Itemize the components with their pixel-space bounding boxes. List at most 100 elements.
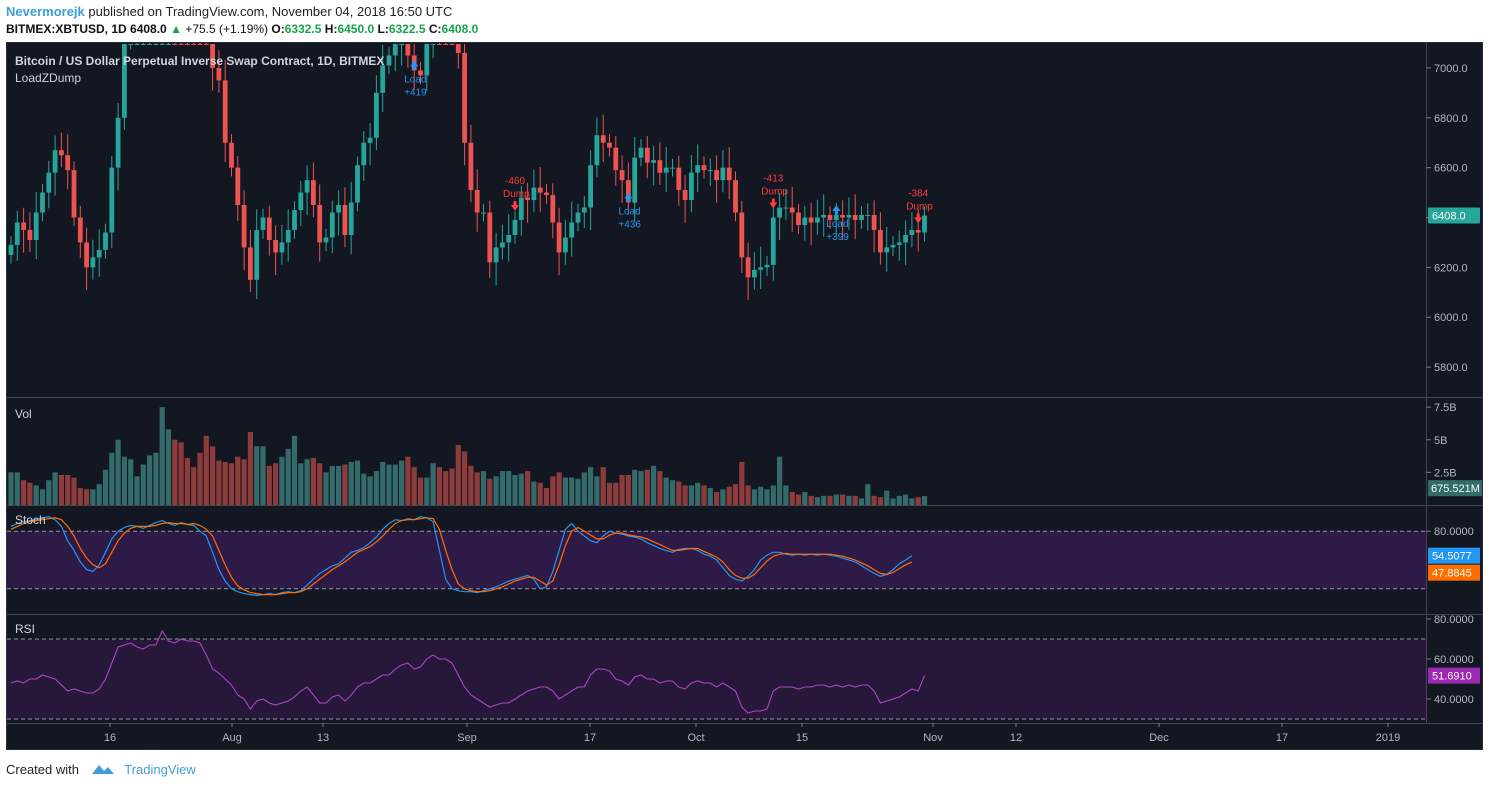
candle-body [884,247,890,253]
volume-bar [669,480,676,505]
volume-bar [392,464,398,505]
candle-body [833,215,839,220]
candle-body [657,160,663,173]
volume-bar [102,469,109,505]
load-signal-label: Load [826,219,848,230]
candle-body [707,170,713,172]
volume-bar [329,465,335,505]
candle-body [342,205,348,235]
rsi-last-badge [1428,667,1480,684]
candle-body [14,222,20,245]
candle-body [323,237,329,243]
candle-body [770,217,776,265]
candle-body [859,215,864,220]
last-price-badge [1428,207,1480,224]
volume-bar [858,498,865,505]
dump-signal-label: Dump [761,187,788,198]
volume-bar [714,491,720,505]
candle-body [134,44,140,45]
volume-bar [625,474,631,505]
candle-body [600,135,606,143]
chart-container[interactable]: 7000.06800.06600.06400.06200.06000.05800… [6,0,1484,750]
volume-bar [247,431,253,505]
time-tick-label: Nov [923,732,943,744]
volume-bar [71,477,77,505]
author-link[interactable]: Nevermorejk [6,4,85,19]
volume-bar [657,471,663,505]
volume-bar [783,485,789,505]
volume-bar [575,478,581,505]
candle-body [915,229,921,233]
volume-bar [840,494,846,505]
volume-bar [499,471,505,505]
candle-body [626,180,631,203]
candle-body [153,44,159,45]
volume-bar [600,467,606,505]
candle-body [638,147,644,158]
volume-bar [921,496,928,505]
volume-bar [33,485,39,505]
candle-body [594,135,600,166]
volume-bar [241,459,247,505]
volume-bar [644,469,650,505]
volume-bar [405,456,411,505]
high-value: 6450.0 [337,22,375,36]
volume-bar [52,472,58,505]
candle-body [437,44,442,45]
candle-body [745,257,751,278]
volume-bar [235,456,241,505]
candle-body [380,65,386,93]
load-signal-amount: +379 [940,43,963,46]
volume-bar [46,480,52,505]
volume-bar [903,494,909,505]
tradingview-logo-icon [91,762,115,779]
volume-bar [909,498,915,505]
candle-body [569,222,575,238]
candle-body [903,234,908,243]
candle-body [840,215,845,218]
candle-body [203,44,209,45]
tradingview-link[interactable]: TradingView [124,762,196,777]
candle-body [273,239,278,253]
candle-body [185,44,190,45]
candle-body [462,52,467,143]
open-label: O: [271,22,285,36]
candle-body [455,44,461,53]
volume-bar [417,477,424,505]
candle-body [71,170,77,218]
volume-bar [90,489,96,505]
volume-bar [147,455,153,505]
volume-bar [342,464,348,505]
volume-bar [323,472,329,505]
volume-bar [399,460,405,505]
time-tick-label: Sep [457,732,477,744]
volume-bar [184,458,190,505]
candle-body [846,215,852,218]
candle-body [651,160,656,163]
candle-body [8,244,14,255]
volume-bar [266,465,272,505]
candle-body [493,247,499,263]
stoch-k-label: 54.5077 [1432,551,1472,563]
load-arrow-icon [410,60,419,71]
high-label: H: [324,22,338,36]
vol-last-label: 675.521M [1431,483,1480,495]
volume-bar [203,435,209,505]
rsi-title: RSI [15,622,35,636]
load-arrow-icon [624,192,633,203]
volume-bar [896,495,902,505]
candle-body [285,229,291,243]
candle-body [726,167,732,181]
time-tick-label: 16 [104,732,116,744]
candle-body [84,242,89,268]
candle-body [248,247,253,280]
volume-bar [197,452,203,505]
price-tick-label: 7000.0 [1434,63,1468,75]
footer: Created with TradingView [6,762,196,779]
volume-bar [506,471,512,505]
load-signal-label: Load [404,74,426,85]
stoch-title: Stoch [15,513,46,527]
chart-svg[interactable]: 7000.06800.06600.06400.06200.06000.05800… [7,0,1484,749]
volume-bar [543,488,550,505]
volume-bar [304,459,310,505]
